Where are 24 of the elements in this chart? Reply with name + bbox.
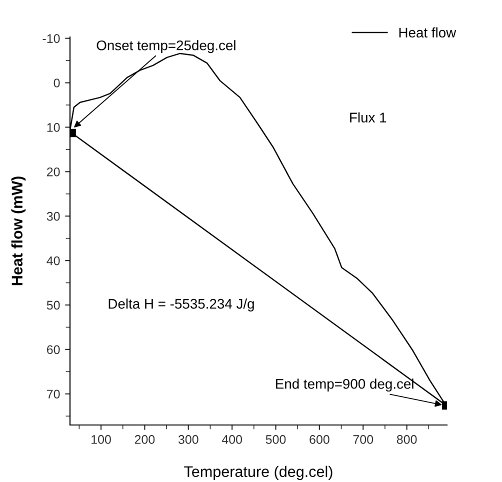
annotation: Onset temp=25deg.cel bbox=[96, 40, 236, 54]
x-tick-label: 100 bbox=[92, 435, 111, 444]
x-tick-label: 300 bbox=[178, 435, 198, 444]
x-tick-label: 500 bbox=[266, 435, 286, 444]
y-tick-label: 0 bbox=[54, 78, 60, 88]
legend-label: Heat flow bbox=[399, 27, 456, 38]
y-tick-label: 10 bbox=[47, 123, 60, 132]
x-tick-label: 600 bbox=[310, 435, 330, 444]
y-tick-label: 30 bbox=[46, 212, 60, 221]
y-tick-label: 70 bbox=[47, 390, 60, 399]
y-tick-label: 20 bbox=[47, 167, 60, 176]
annotation: Delta H = -5535.234 J/g bbox=[108, 298, 254, 312]
x-tick-label: 200 bbox=[134, 435, 155, 444]
x-tick-label: 400 bbox=[222, 435, 242, 444]
y-tick-label: 60 bbox=[47, 345, 60, 354]
x-axis-title: Temperature (deg.cel) bbox=[184, 466, 332, 480]
y-axis-title: Heat flow (mW) bbox=[11, 176, 26, 286]
annotation: End temp=900 deg.cel bbox=[276, 378, 414, 392]
y-tick-label: 50 bbox=[46, 300, 60, 310]
annotation: Flux 1 bbox=[350, 112, 386, 122]
x-tick-label: 700 bbox=[353, 435, 374, 444]
x-tick-label: 800 bbox=[396, 435, 417, 444]
y-tick-label: -10 bbox=[42, 34, 60, 43]
y-tick-label: 40 bbox=[46, 256, 60, 266]
